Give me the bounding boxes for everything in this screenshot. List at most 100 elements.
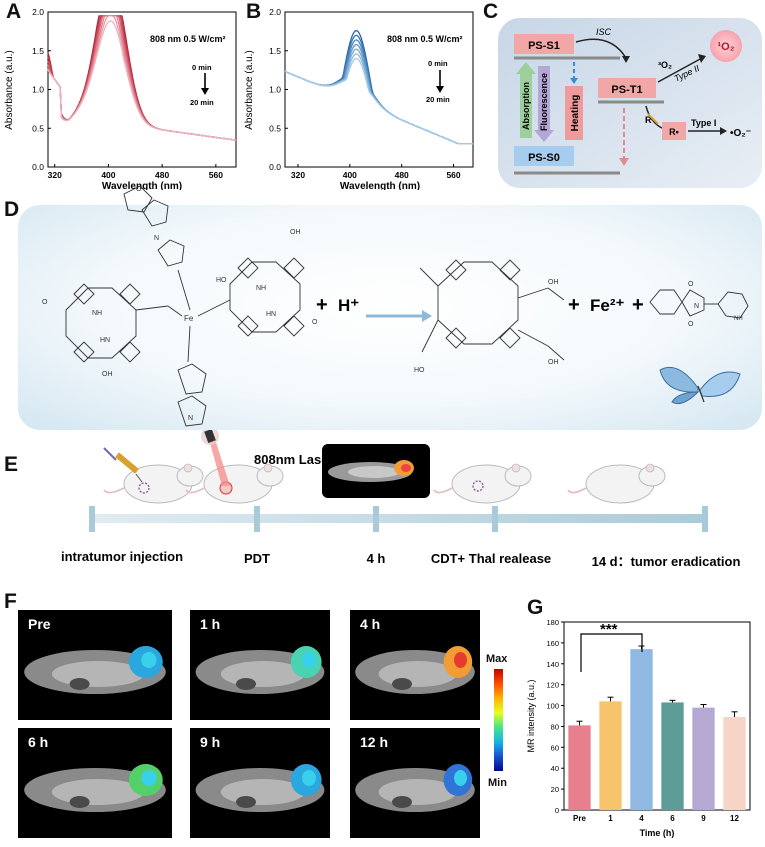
spectrum-curve: [47, 20, 237, 141]
s0-box: [514, 146, 574, 166]
y-tick-label: 20: [551, 785, 559, 794]
mouse-laser-icon: [185, 430, 284, 504]
t1-decay-head: [619, 158, 629, 166]
timeline-tick-5: [702, 506, 708, 532]
svg-text:NH: NH: [256, 285, 266, 292]
x-tick-label: 480: [155, 170, 169, 180]
mri-thumbnail: [322, 444, 430, 498]
s1-label: PS-S1: [528, 40, 560, 52]
heating-label: Heating: [570, 95, 581, 132]
mri-tile: 1 h: [190, 610, 330, 720]
mri-tile-label: 4 h: [360, 616, 381, 632]
y-tick-label: 180: [546, 618, 559, 627]
butterfly-icon: [659, 366, 741, 405]
plus-sign-3: +: [632, 294, 644, 316]
timeline-tick-2: [254, 506, 260, 532]
reaction-scheme: NH HN Fe N O N NH HN HO OH OH O O + H⁺: [42, 185, 749, 427]
svg-text:OH: OH: [548, 279, 559, 286]
treatment-timeline: 808nm Laser intratumor injection PDT 4 h…: [61, 430, 741, 569]
step-cdt: CDT+ Thal realease: [431, 551, 551, 566]
fluorescence-arrow-head: [534, 130, 554, 142]
type1-curve-arrow: [645, 105, 663, 129]
svg-text:N: N: [154, 235, 159, 242]
isc-arrow: [575, 38, 627, 59]
type1-cross-1: [647, 113, 659, 125]
y-tick-label: 120: [546, 681, 559, 690]
triplet-oxygen-label: ³O₂: [658, 60, 672, 70]
singlet-oxygen-label: ¹O₂: [717, 41, 734, 53]
svg-text:O: O: [312, 319, 318, 326]
chart-b-condition: 808 nm 0.5 W/cm²: [387, 34, 463, 44]
y-tick-label: 1.0: [32, 85, 44, 95]
s1-box: [514, 34, 574, 54]
bar: [630, 649, 653, 810]
type1-label: Type I: [691, 118, 716, 128]
heating-box: [565, 86, 583, 140]
isc-arrow-head: [622, 56, 630, 63]
y-tick-label: 1.5: [32, 46, 44, 56]
mri-scan-image: [355, 646, 475, 694]
chart-g-frame: [563, 621, 751, 811]
mri-tile: Pre: [18, 610, 172, 720]
mri-tile: 4 h: [350, 610, 480, 720]
fluorescence-arrow: [538, 66, 550, 132]
absorption-arrow-head: [516, 62, 536, 74]
colorbar: [494, 669, 503, 771]
x-tick-label: 560: [209, 170, 223, 180]
colorbar-min-label: Min: [488, 777, 507, 789]
y-tick-label: 60: [551, 743, 559, 752]
y-tick-label: 0.0: [32, 162, 44, 172]
step-4h: 4 h: [367, 551, 386, 566]
mouse-cdt-icon: [433, 463, 532, 504]
x-tick-label: 4: [639, 814, 644, 823]
s0-label: PS-S0: [528, 152, 560, 164]
x-tick-label: 400: [343, 170, 357, 180]
x-tick-label: 320: [291, 170, 305, 180]
svg-text:HN: HN: [100, 337, 110, 344]
y-tick-label: 1.0: [269, 85, 281, 95]
svg-text:O: O: [136, 186, 142, 193]
y-tick-label: 2.0: [32, 7, 44, 17]
colorbar-max-label: Max: [486, 653, 508, 665]
y-tick-label: 80: [551, 722, 559, 731]
chart-a-condition: 808 nm 0.5 W/cm²: [150, 34, 226, 44]
panel-label-e: E: [4, 453, 19, 476]
mri-tile-label: 6 h: [28, 734, 49, 750]
chart-g-ylabel: MR intensity (a.u.): [526, 679, 536, 752]
chart-a-ylabel: Absorbance (a.u.): [4, 50, 15, 130]
y-tick-label: 1.5: [269, 46, 281, 56]
panel-label-f: F: [4, 590, 17, 613]
timeline-tick-1: [89, 506, 95, 532]
absorption-arrow: [520, 70, 532, 138]
chart-a-start-time: 0 min: [192, 63, 212, 72]
chart-b-xlabel: Wavelength (nm): [340, 181, 420, 190]
y-tick-label: 160: [546, 639, 559, 648]
x-tick-label: 9: [701, 814, 706, 823]
panel-label-a: A: [6, 0, 22, 23]
y-tick-label: 0.0: [269, 162, 281, 172]
radical-substrate-label: R: [645, 115, 652, 125]
isc-label: ISC: [596, 27, 612, 37]
absorption-label: Absorption: [521, 82, 531, 130]
type1-arrow-head: [720, 127, 727, 135]
step-eradication: 14 d：tumor eradication: [592, 554, 741, 569]
svg-text:HO: HO: [216, 277, 227, 284]
mri-scan-image: [195, 646, 325, 694]
panel-label-c: C: [483, 0, 499, 23]
chart-a-end-time: 20 min: [190, 98, 214, 107]
chart-g-xlabel: Time (h): [640, 828, 675, 838]
free-porphyrin-structure: OH OH HO: [414, 259, 565, 374]
timeline-tick-4: [492, 506, 498, 532]
mri-tile-label: 9 h: [200, 734, 221, 750]
y-tick-label: 0.5: [269, 123, 281, 133]
svg-text:O: O: [688, 321, 694, 328]
svg-text:HO: HO: [414, 367, 425, 374]
mouse-injection-icon: [103, 447, 204, 504]
plus-sign-2: +: [568, 294, 580, 316]
plus-sign-1: +: [316, 294, 328, 316]
spectrum-curve: [284, 29, 473, 145]
radical-box: [662, 122, 686, 140]
y-tick-label: 0: [555, 806, 559, 815]
svg-text:OH: OH: [102, 371, 113, 378]
panel-label-d: D: [4, 198, 20, 221]
